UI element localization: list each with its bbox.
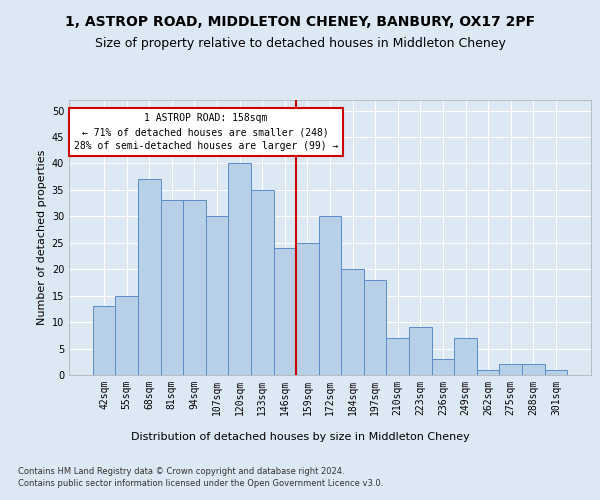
Bar: [251, 190, 274, 375]
Bar: [296, 243, 319, 375]
Bar: [431, 359, 454, 375]
Bar: [409, 328, 431, 375]
Bar: [477, 370, 499, 375]
Text: Size of property relative to detached houses in Middleton Cheney: Size of property relative to detached ho…: [95, 38, 505, 51]
Bar: [364, 280, 386, 375]
Bar: [115, 296, 138, 375]
Bar: [522, 364, 545, 375]
Bar: [545, 370, 567, 375]
Bar: [183, 200, 206, 375]
Bar: [341, 269, 364, 375]
Bar: [274, 248, 296, 375]
Bar: [206, 216, 229, 375]
Bar: [161, 200, 183, 375]
Bar: [499, 364, 522, 375]
Bar: [454, 338, 477, 375]
Text: Contains HM Land Registry data © Crown copyright and database right 2024.: Contains HM Land Registry data © Crown c…: [18, 468, 344, 476]
Text: 1 ASTROP ROAD: 158sqm
← 71% of detached houses are smaller (248)
28% of semi-det: 1 ASTROP ROAD: 158sqm ← 71% of detached …: [74, 113, 338, 151]
Text: 1, ASTROP ROAD, MIDDLETON CHENEY, BANBURY, OX17 2PF: 1, ASTROP ROAD, MIDDLETON CHENEY, BANBUR…: [65, 15, 535, 29]
Bar: [229, 164, 251, 375]
Bar: [319, 216, 341, 375]
Text: Contains public sector information licensed under the Open Government Licence v3: Contains public sector information licen…: [18, 479, 383, 488]
Bar: [386, 338, 409, 375]
Y-axis label: Number of detached properties: Number of detached properties: [37, 150, 47, 325]
Bar: [138, 180, 161, 375]
Text: Distribution of detached houses by size in Middleton Cheney: Distribution of detached houses by size …: [131, 432, 469, 442]
Bar: [93, 306, 115, 375]
